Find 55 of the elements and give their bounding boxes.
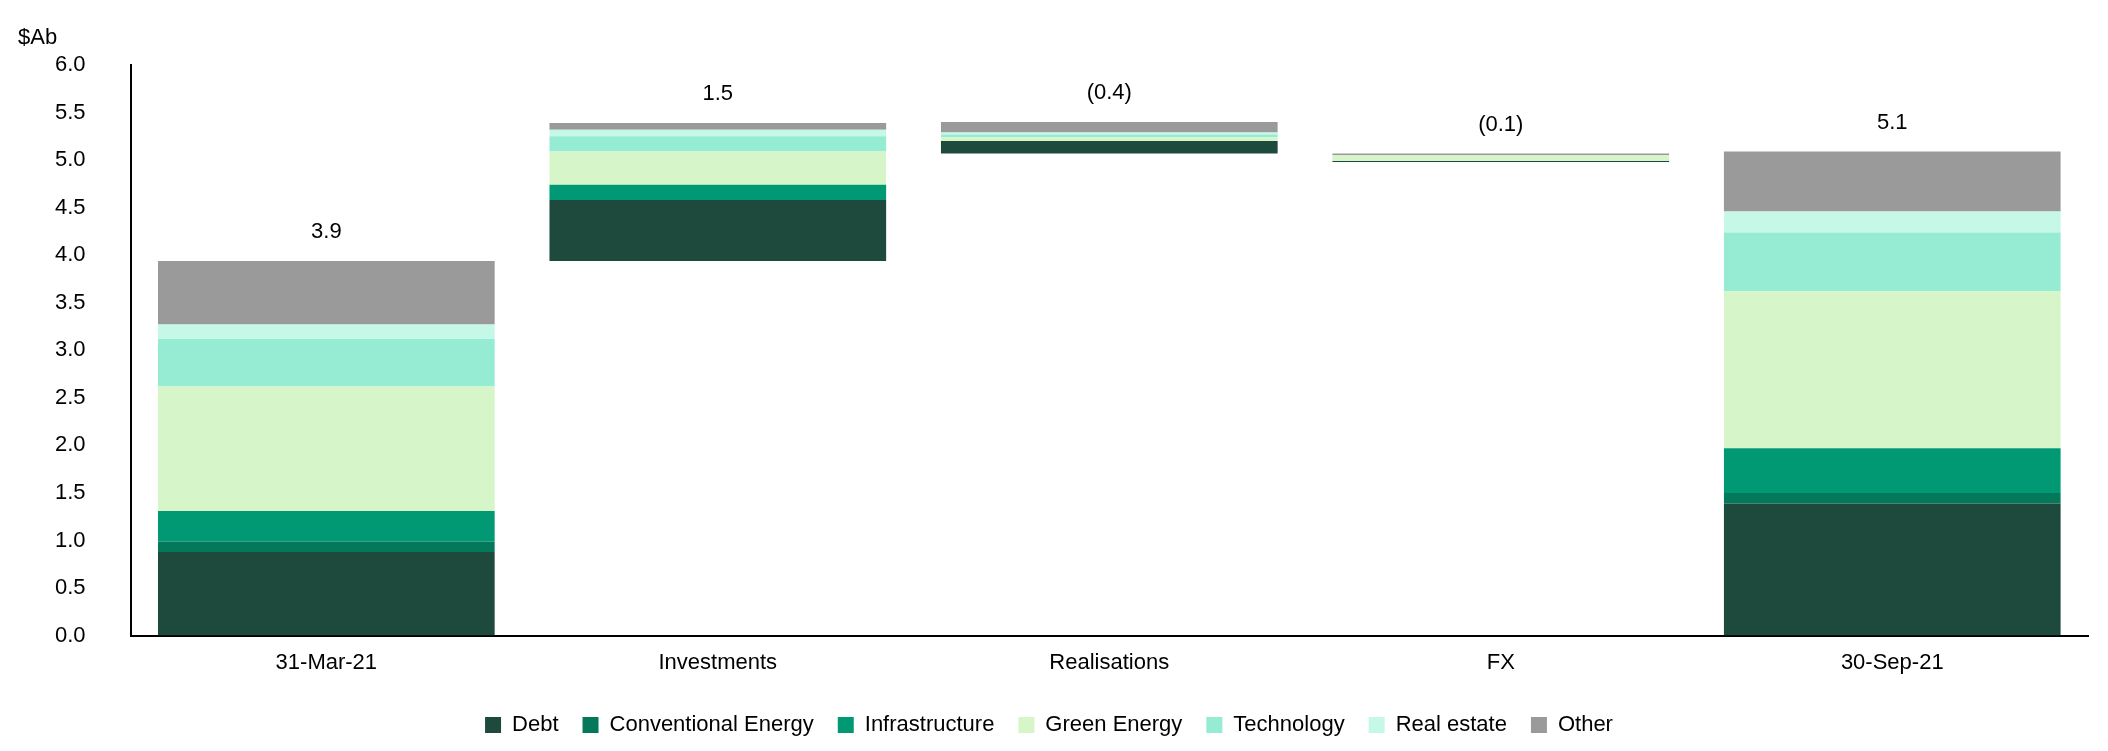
bar <box>549 200 887 261</box>
bar <box>1723 151 2061 212</box>
bar <box>940 141 1278 154</box>
bar <box>157 386 495 512</box>
bar <box>1723 232 2061 292</box>
bar <box>1723 291 2061 449</box>
legend-label: Technology <box>1233 711 1345 737</box>
bar <box>157 541 495 552</box>
y-tick-label: 3.5 <box>54 288 86 314</box>
y-tick-label: 4.5 <box>54 193 86 219</box>
y-tick-label: 0.5 <box>54 574 86 600</box>
total-label: 3.9 <box>311 217 342 243</box>
bar <box>940 122 1278 133</box>
y-tick-label: 3.0 <box>54 336 86 362</box>
y-tick-label: 2.0 <box>54 431 86 457</box>
x-tick-label: Investments <box>658 648 778 674</box>
bar <box>1723 211 2061 233</box>
bar <box>1723 503 2061 636</box>
bar <box>157 338 495 387</box>
total-label: 1.5 <box>702 80 734 106</box>
bar <box>549 129 887 137</box>
total-label: (0.1) <box>1478 110 1524 136</box>
legend-label: Real estate <box>1395 711 1507 737</box>
x-tick-label: Realisations <box>1049 648 1170 674</box>
y-tick-label: 6.0 <box>54 51 86 77</box>
bar <box>1723 492 2061 504</box>
bar <box>157 324 495 339</box>
bar <box>549 184 887 201</box>
legend-label: Conventional Energy <box>609 711 814 737</box>
total-label: 5.1 <box>1876 108 1908 134</box>
y-tick-label: 1.5 <box>54 479 86 505</box>
x-tick-label: 31-Mar-21 <box>275 648 378 674</box>
bar <box>549 123 887 130</box>
y-tick-label: 5.0 <box>54 146 86 172</box>
y-tick-label: 1.0 <box>54 526 86 552</box>
total-label: (0.4) <box>1086 79 1132 105</box>
bar <box>549 151 887 185</box>
y-tick-label: 4.0 <box>54 241 86 267</box>
legend-label: Other <box>1557 711 1613 737</box>
bar <box>549 136 887 152</box>
y-tick-label: 5.5 <box>54 98 86 124</box>
bar <box>940 137 1278 142</box>
bar <box>157 260 495 325</box>
bar <box>157 551 495 636</box>
x-tick-label: FX <box>1486 648 1516 674</box>
y-tick-label: 0.0 <box>54 621 86 647</box>
bar <box>1723 448 2061 493</box>
bar <box>157 511 495 542</box>
legend-label: Infrastructure <box>864 711 995 737</box>
legend-label: Green Energy <box>1045 711 1183 737</box>
legend-label: Debt <box>512 711 559 737</box>
y-axis-title: $Ab <box>18 24 58 50</box>
x-tick-label: 30-Sep-21 <box>1840 648 1944 674</box>
bar <box>1332 155 1670 162</box>
y-tick-label: 2.5 <box>54 383 86 409</box>
